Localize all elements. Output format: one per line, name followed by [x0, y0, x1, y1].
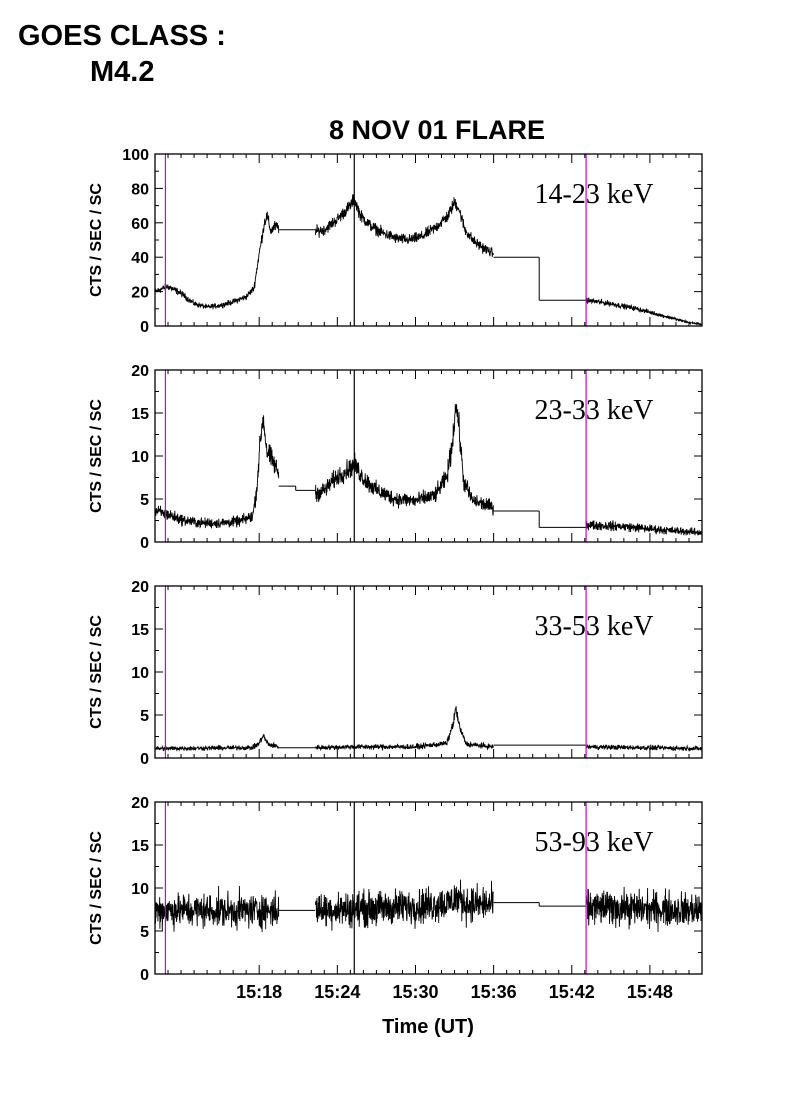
- panel-33-53-kev: 0 5 10 15 20 CTS / SEC / SC 33-53 keV: [88, 579, 703, 768]
- x-tick-label: 15:18: [236, 982, 282, 1002]
- energy-band-label: 33-53 keV: [535, 611, 654, 642]
- panel-23-33-kev: 0 5 10 15 20 CTS / SEC / SC 23-33 keV: [88, 363, 703, 552]
- plot-frame: [154, 369, 703, 543]
- count-rate-line: [315, 879, 494, 931]
- y-tick-label: 0: [140, 535, 149, 552]
- plot-frame: [154, 153, 703, 327]
- y-axis-label: CTS / SEC / SC: [88, 183, 105, 297]
- y-tick-label: 5: [140, 708, 149, 725]
- x-tick-label: 15:30: [392, 982, 438, 1002]
- y-tick-label: 5: [140, 924, 149, 941]
- y-axis-label: CTS / SEC / SC: [88, 399, 105, 513]
- interpolated-step-line: [278, 485, 587, 528]
- count-rate-line: [154, 415, 280, 529]
- interpolated-step-line: [278, 229, 587, 301]
- y-tick-label: 20: [131, 285, 149, 302]
- count-rate-line: [315, 404, 494, 516]
- energy-band-label: 53-93 keV: [535, 827, 654, 858]
- y-tick-label: 20: [131, 579, 149, 596]
- y-tick-label: 60: [131, 216, 149, 233]
- x-tick-label: 15:36: [471, 982, 517, 1002]
- goes-class-value: M4.2: [90, 56, 155, 88]
- count-rate-line: [154, 734, 280, 752]
- goes-class-label: GOES CLASS : M4.2: [18, 18, 226, 90]
- y-tick-label: 20: [131, 795, 149, 812]
- x-axis-label: Time (UT): [382, 1016, 474, 1038]
- count-rate-line: [585, 744, 703, 752]
- energy-band-label: 14-23 keV: [535, 179, 654, 210]
- x-tick-label: 15:48: [627, 982, 673, 1002]
- count-rate-line: [154, 885, 280, 933]
- count-rate-line: [315, 706, 494, 752]
- interpolated-step-line: [278, 902, 587, 911]
- goes-class-line1: GOES CLASS :: [18, 20, 226, 52]
- count-rate-line: [585, 297, 703, 326]
- y-tick-label: 5: [140, 492, 149, 509]
- count-rate-line: [154, 211, 280, 310]
- y-tick-label: 100: [122, 147, 149, 164]
- y-tick-label: 10: [131, 881, 149, 898]
- y-axis-label: CTS / SEC / SC: [88, 615, 105, 729]
- y-tick-label: 15: [131, 622, 149, 639]
- interpolated-step-line: [278, 744, 587, 749]
- y-axis-label: CTS / SEC / SC: [88, 831, 105, 945]
- y-tick-label: 40: [131, 250, 149, 267]
- energy-band-label: 23-33 keV: [535, 395, 654, 426]
- x-tick-label: 15:24: [314, 982, 360, 1002]
- plot-frame: [154, 585, 703, 759]
- x-tick-label: 15:42: [549, 982, 595, 1002]
- panel-14-23-kev: 0 20 40 60 80 100 CTS / SEC / SC 14-23 keV: [88, 147, 703, 336]
- chart-title: 8 NOV 01 FLARE: [329, 115, 545, 145]
- y-tick-label: 10: [131, 449, 149, 466]
- panel-53-93-kev: 0 5 10 15 20 CTS / SEC / SC 53-93 keV: [88, 795, 703, 984]
- count-rate-line: [315, 194, 494, 257]
- y-tick-label: 80: [131, 181, 149, 198]
- y-tick-label: 0: [140, 319, 149, 336]
- y-tick-label: 0: [140, 967, 149, 984]
- count-rate-line: [585, 886, 703, 932]
- y-tick-label: 15: [131, 838, 149, 855]
- count-rate-line: [585, 520, 703, 536]
- y-tick-label: 20: [131, 363, 149, 380]
- y-tick-label: 15: [131, 406, 149, 423]
- y-tick-label: 0: [140, 751, 149, 768]
- y-tick-label: 10: [131, 665, 149, 682]
- plot-frame: [154, 801, 703, 975]
